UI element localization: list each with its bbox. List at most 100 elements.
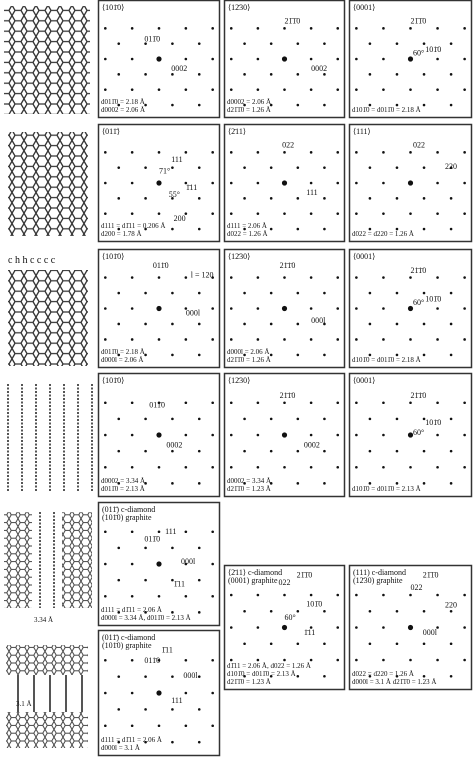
spot-label: 011̄0	[144, 656, 160, 665]
spot	[422, 103, 426, 107]
zone-axis: ⟨12̄30⟩	[228, 252, 250, 261]
spot	[171, 42, 174, 45]
spot	[157, 212, 161, 215]
d-spacing: d0002 = 3.34 Å	[227, 477, 271, 485]
spot	[382, 151, 385, 154]
structure	[7, 384, 93, 492]
spot	[117, 103, 121, 107]
spot	[243, 291, 246, 295]
spot	[355, 307, 358, 310]
structure	[8, 270, 88, 366]
spot	[382, 465, 385, 469]
spot	[104, 338, 107, 341]
d-spacing: d111 = d1̄11 = 2.06 Å	[101, 736, 162, 744]
spot	[355, 276, 358, 279]
spot	[184, 181, 188, 185]
spot	[130, 338, 134, 341]
spot	[156, 56, 162, 62]
spot	[409, 338, 412, 341]
d-spacing: d0002 = 2.06 Å	[101, 106, 145, 114]
spot	[281, 56, 288, 62]
spot-label: 21̄1̄0	[280, 391, 296, 400]
spot-label: 1̄11	[161, 646, 172, 655]
spot	[171, 740, 174, 744]
spot	[395, 674, 399, 678]
spot	[197, 578, 201, 582]
spot	[283, 401, 286, 405]
spot-label: 21̄1̄0	[411, 266, 427, 275]
spot-label: 0002	[171, 64, 187, 73]
spot-label: 200	[174, 214, 186, 223]
zone-axis: (101̄0) graphite	[102, 641, 152, 650]
spot	[229, 401, 233, 405]
spot	[382, 433, 385, 437]
spot	[269, 197, 273, 200]
spot	[323, 674, 326, 678]
zone-axis: ⟨12̄30⟩	[228, 3, 250, 12]
spot	[197, 197, 201, 200]
spot	[130, 276, 134, 279]
spot-label: 60°	[413, 48, 424, 57]
spot	[184, 465, 188, 469]
spot	[409, 27, 412, 30]
spot	[117, 675, 121, 678]
spot	[323, 227, 326, 231]
spot	[104, 181, 107, 185]
spot	[157, 276, 161, 279]
spot	[157, 338, 161, 341]
spot	[184, 562, 188, 566]
spot	[296, 322, 300, 326]
structure	[8, 132, 88, 236]
spot	[296, 642, 300, 646]
spot	[211, 691, 214, 695]
spot	[197, 73, 201, 76]
spot	[409, 593, 412, 597]
spot	[449, 166, 453, 169]
spot	[144, 353, 147, 357]
spot	[229, 465, 233, 469]
d-spacing: d21̄1̄0 = 1.23 Å	[227, 485, 271, 493]
spot	[104, 658, 107, 662]
spot-label: 220	[445, 601, 457, 610]
spot	[395, 42, 399, 45]
spot	[104, 401, 107, 405]
spot	[422, 674, 426, 678]
spot	[157, 401, 161, 405]
spot	[296, 73, 300, 76]
spot	[171, 73, 174, 76]
spot	[422, 642, 426, 646]
spot	[436, 181, 439, 185]
spot	[269, 417, 273, 421]
zone-axis: ⟨0001⟩	[353, 376, 375, 385]
spot	[211, 724, 214, 728]
spot	[323, 449, 326, 453]
zone-axis: (011̄) c-diamond	[102, 505, 155, 514]
spot	[157, 88, 161, 91]
d-spacing: d000l = 2.06 Å	[227, 348, 269, 356]
spot	[269, 42, 273, 45]
spot	[407, 432, 414, 438]
spot-label: 0002	[311, 64, 327, 73]
spot	[355, 151, 358, 154]
spot	[323, 42, 326, 45]
zone-axis: ⟨111⟩	[353, 127, 371, 136]
spot	[211, 181, 214, 185]
spot	[104, 27, 107, 30]
spot-label: 21̄1̄0	[297, 571, 313, 580]
spot	[184, 691, 188, 695]
spot	[368, 73, 372, 76]
spot-label: 022	[282, 141, 294, 150]
spot	[211, 562, 214, 566]
structure	[39, 512, 55, 608]
spot	[256, 88, 260, 91]
d-spacing: d101̄0 = d011̄0 = 2.18 Å	[352, 106, 421, 114]
spot	[368, 322, 372, 326]
spot	[355, 212, 358, 215]
spot-label: 111	[165, 527, 176, 536]
spot	[382, 57, 385, 61]
spot	[336, 27, 340, 30]
spot	[130, 181, 134, 185]
d-spacing: d101̄0 = d011̄0 = 2.13 Å	[352, 485, 421, 493]
spot	[157, 27, 161, 30]
